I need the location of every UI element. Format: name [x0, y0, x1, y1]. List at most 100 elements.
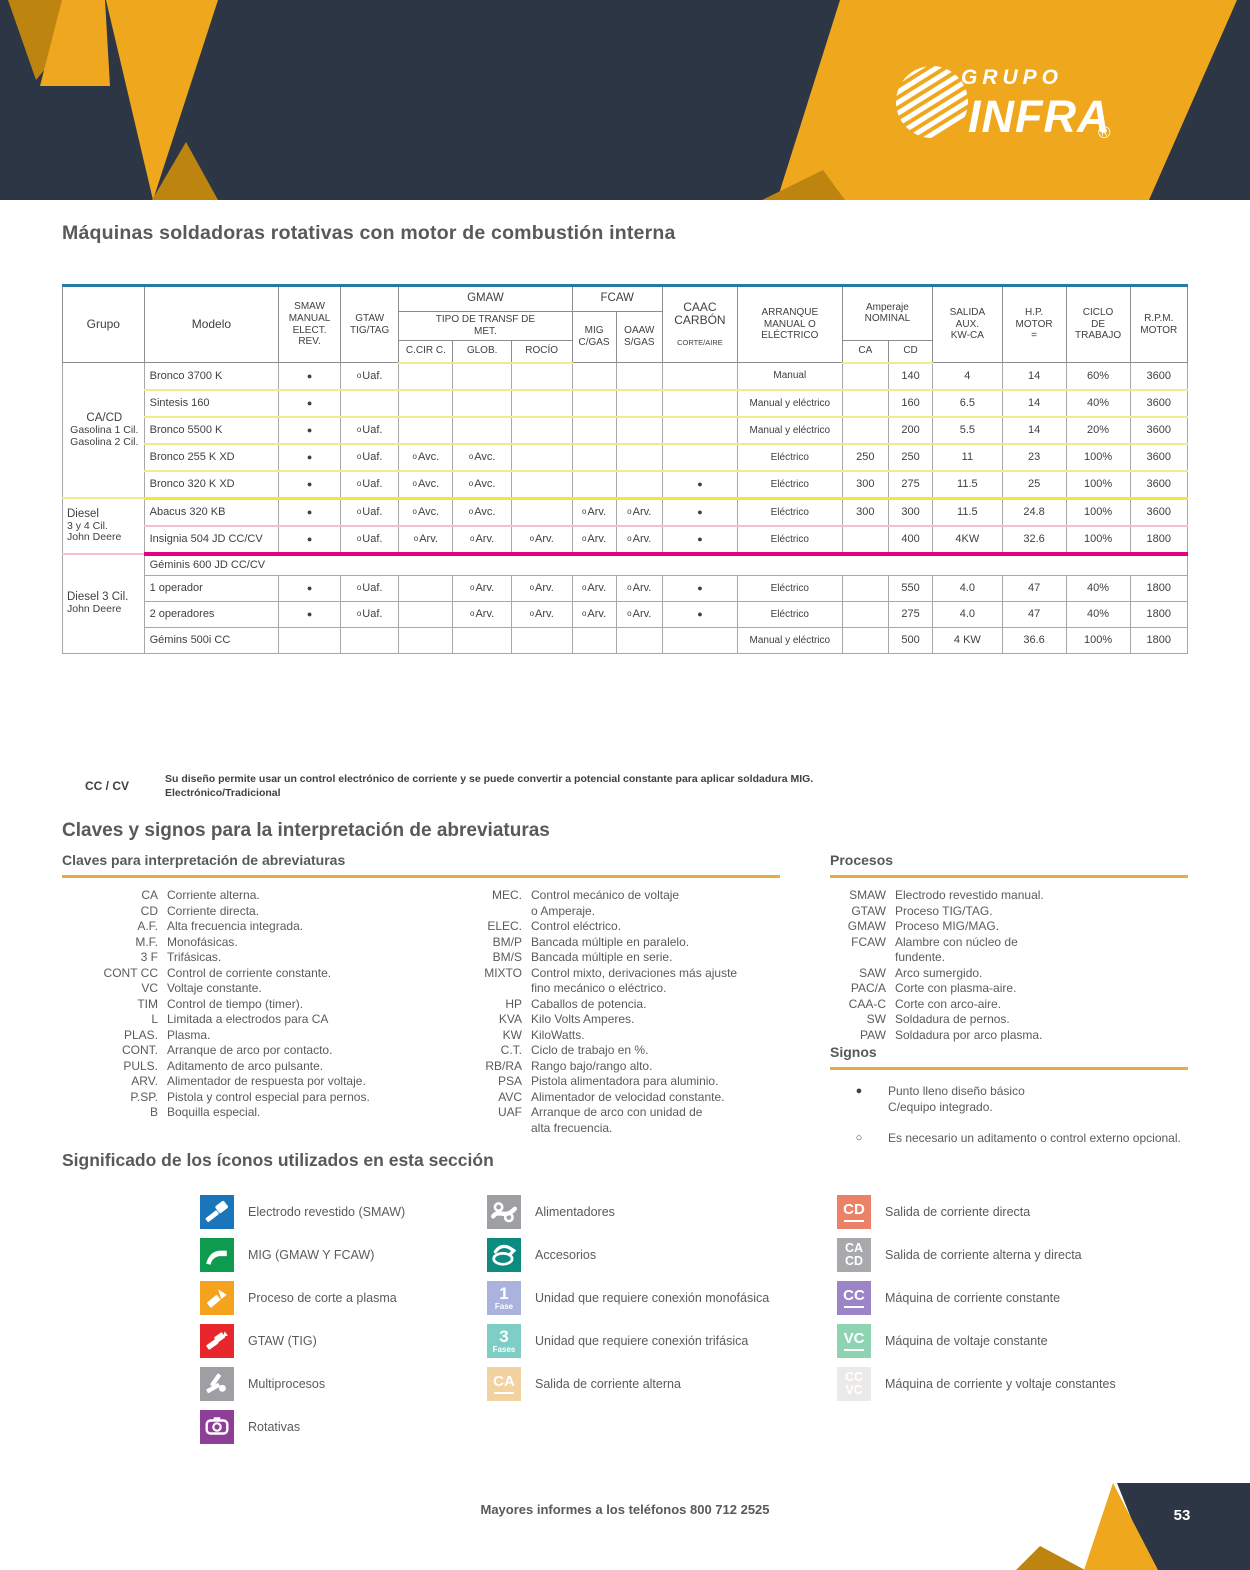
arranque-cell: Manual	[736, 362, 843, 391]
icon-label: Salida de corriente directa	[885, 1205, 1031, 1219]
glob-cell: oAvc.	[452, 443, 512, 472]
model-cell: Abacus 320 KB	[143, 498, 280, 527]
deco-triangle	[762, 170, 845, 200]
proceso-key: SAW	[859, 965, 886, 980]
proceso-row: FCAW Alambre con núcleo de fundente.	[830, 935, 1188, 966]
oaaw-cell	[615, 627, 663, 654]
ca-cell	[841, 575, 890, 602]
icon-legend-row: VC Máquina de voltaje constante	[837, 1324, 1116, 1358]
hp-cell: 36.6	[1001, 627, 1067, 654]
table-row: Diesel 3 y 4 Cil. John Deere Abacus 320 KB ●…	[62, 498, 1189, 555]
abbrev-value: Ciclo de trabajo en %.	[531, 1043, 649, 1057]
oaaw-cell: oArv.	[615, 601, 663, 628]
mig-cell: oArv.	[571, 498, 617, 527]
proceso-row: SAW Arco sumergido.	[830, 966, 1188, 982]
ciclo-cell: 40%	[1065, 575, 1131, 602]
group-cell: Diesel 3 Cil. John Deere	[62, 553, 145, 654]
optional-circle: o	[356, 451, 362, 461]
glob-cell: oArv.	[452, 525, 512, 556]
registered-mark: ®	[1098, 123, 1111, 142]
abbrev-value: Control mecánico de voltaje o Amperaje.	[531, 888, 680, 918]
salida-cell: 4	[932, 362, 1003, 391]
abbrev-row: 3 F Trifásicas.	[62, 950, 454, 966]
proceso-key: SMAW	[849, 888, 886, 902]
abbrev-key: MIXTO	[484, 965, 522, 980]
caac-cell	[661, 443, 738, 472]
arranque-cell: Eléctrico	[736, 443, 843, 472]
abbrev-value: Monofásicas.	[167, 934, 238, 949]
smaw-cell: ●	[278, 575, 341, 602]
filled-dot: ●	[306, 478, 313, 489]
tile-text: VC	[845, 1383, 863, 1397]
optional-circle: o	[356, 608, 362, 618]
abbrev-value: Control de tiempo (timer).	[167, 996, 304, 1011]
arranque-cell: Manual y eléctrico	[736, 416, 843, 445]
hp-cell: 14	[1001, 416, 1067, 445]
model-cell: 1 operador	[143, 575, 280, 602]
abbrev-row: AVC Alimentador de velocidad constante.	[458, 1090, 820, 1106]
col-salida: SALIDA AUX. KW-CA	[932, 284, 1003, 364]
smaw-cell: ●	[278, 470, 341, 500]
gtaw-cell: oUaf.	[339, 525, 400, 556]
hp-cell: 47	[1001, 601, 1067, 628]
smaw-cell: ●	[278, 362, 341, 391]
optional-circle: o	[413, 533, 419, 543]
icon-legend-row: Accesorios	[487, 1238, 769, 1272]
optional-circle: o	[627, 533, 632, 543]
optional-circle: o	[470, 608, 475, 618]
caac-cell: ●	[661, 498, 738, 527]
ciclo-cell: 100%	[1065, 525, 1131, 556]
page-corner: 53	[1016, 1483, 1250, 1570]
cd-cell: 275	[887, 601, 934, 628]
iconos-heading: Significado de los íconos utilizados en …	[62, 1150, 494, 1170]
smaw-icon	[200, 1195, 234, 1229]
abbrev-value: Control eléctrico.	[531, 919, 622, 933]
note-line1: Su diseño permite usar un control electr…	[165, 773, 814, 785]
icon-label: Rotativas	[248, 1420, 301, 1434]
tile-text: CC	[844, 1370, 864, 1384]
tile-bar	[844, 1219, 864, 1222]
salida-cell: 11	[932, 443, 1003, 472]
abbrev-value: Trifásicas.	[167, 950, 222, 964]
col-gmaw: GMAW	[398, 285, 573, 312]
table-row: Insignia 504 JD CC/CV ● oUaf. oArv. oArv. oAr…	[63, 525, 1189, 556]
abbrev-row: BM/S Bancada múltiple en serie.	[458, 950, 820, 966]
cd-cell: 400	[887, 525, 934, 556]
oaaw-cell	[615, 362, 663, 391]
arranque-cell: Eléctrico	[736, 470, 843, 500]
icon-label: Alimentadores	[535, 1205, 615, 1219]
abbrev-key: ELEC.	[487, 919, 522, 933]
table-row: Bronco 320 K XD ● oUaf. oAvc. oAvc. ● Eléctric…	[63, 470, 1189, 500]
abbrev-key: CD	[140, 903, 158, 918]
glob-cell: oAvc.	[452, 498, 512, 527]
abbrev-value: Caballos de potencia.	[531, 996, 647, 1011]
cd-cell: 500	[887, 627, 934, 654]
rocio-cell	[510, 362, 573, 391]
cd-cell: 250	[887, 443, 934, 472]
caac-cell: ●	[661, 525, 738, 556]
optional-circle: o	[356, 506, 362, 516]
icon-label: Unidad que requiere conexión trifásica	[535, 1334, 749, 1348]
filled-dot: ●	[306, 370, 313, 381]
col-gtaw: GTAW TIG/TAG	[339, 284, 400, 364]
claves-subheading: Claves para interpretación de abreviatur…	[62, 852, 780, 878]
col-amperaje: Amperaje NOMINAL	[841, 285, 934, 341]
signos-items: ● Punto lleno diseño básico C/equipo inte…	[830, 1070, 1188, 1147]
oaaw-cell	[615, 470, 663, 500]
col-grupo: Grupo	[62, 284, 145, 364]
tile-text: Fase	[494, 1301, 514, 1311]
ccirc-cell: oAvc.	[398, 470, 454, 500]
abbrev-row: CONT CC Control de corriente constante.	[62, 966, 454, 982]
salida-cell: 4KW	[932, 525, 1003, 556]
icon-label: Unidad que requiere conexión monofásica	[535, 1291, 770, 1305]
filled-dot: ●	[306, 608, 313, 619]
ciclo-cell: 40%	[1065, 389, 1131, 418]
abbrev-row: KW KiloWatts.	[458, 1028, 820, 1044]
voltaje-constante-icon: VC	[837, 1324, 871, 1358]
tile-text: CA	[493, 1373, 515, 1391]
icons-column-2: Alimentadores Accesorios 1 Fase Unidad que r…	[487, 1195, 769, 1410]
corriente-constante-icon: CC	[837, 1281, 871, 1315]
tile-glyph	[207, 1289, 227, 1308]
icon-label: Salida de corriente alterna y directa	[885, 1248, 1082, 1262]
glob-cell: oAvc.	[452, 470, 512, 500]
